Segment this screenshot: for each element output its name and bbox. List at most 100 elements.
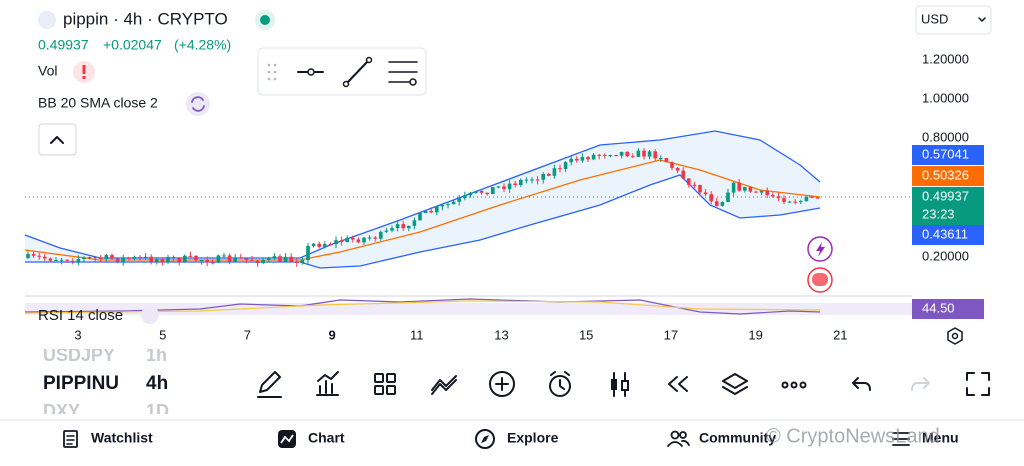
candle [59,259,64,261]
candle [636,150,641,157]
candle [26,254,30,259]
candle [65,259,69,261]
bb-settings[interactable] [186,92,210,116]
drawing-tools[interactable] [257,371,282,398]
candle [239,257,243,259]
candle [771,195,775,197]
candle [171,257,176,259]
currency: USD [921,11,948,26]
lower-band [25,174,821,269]
candle [709,194,713,202]
time-tick: 3 [74,327,81,342]
drag-handle[interactable] [267,63,277,81]
candle [614,155,618,157]
candle [782,198,786,202]
bar-style-button[interactable] [611,372,629,397]
candle [810,196,814,198]
candle [177,257,181,263]
settings-tool[interactable] [388,61,418,86]
add-button[interactable] [489,371,515,397]
lightning [816,242,825,257]
candle [222,255,226,257]
trend-line-tool[interactable] [342,56,373,88]
undo-button[interactable] [852,377,871,391]
candle [99,257,103,260]
candle [401,224,405,229]
candle [586,157,590,160]
candle [317,243,321,247]
candle [216,255,221,263]
candle [166,257,170,263]
candle [541,174,545,180]
community-icon [667,430,690,447]
replay-button[interactable] [668,376,688,392]
candle [597,154,601,156]
candle [188,255,193,257]
candle [653,151,657,159]
candle [776,196,781,199]
candle [356,239,361,243]
candle [664,158,669,163]
symbol-title[interactable]: pippin · 4h · CRYPTO [63,9,228,28]
menu-icon [892,432,910,446]
candle [519,179,523,186]
collapse-button[interactable] [38,123,77,156]
price-tick: 0.20000 [922,248,969,263]
layouts-button[interactable] [374,373,396,395]
candle [535,179,540,181]
fullscreen-button[interactable] [966,372,990,396]
candle [149,256,153,262]
candle [642,150,646,157]
candle [211,262,215,264]
nav-item[interactable]: Explore [507,430,559,446]
compare-button[interactable] [431,375,457,395]
candle [339,240,344,242]
nav-item[interactable]: Watchlist [91,430,153,446]
watch-symbol[interactable]: USDJPY [43,345,115,365]
currency-select[interactable] [915,5,992,35]
time-tick: 13 [494,327,508,342]
candle [93,257,97,259]
watch-interval: 1h [146,345,167,365]
candle [278,256,282,262]
candle [54,259,58,261]
nav-item[interactable]: Menu [922,430,959,446]
alert-button[interactable] [549,371,571,397]
candle [580,157,585,161]
nav-item[interactable]: Community [699,430,776,446]
settings-button[interactable] [947,327,963,345]
horizontal-line-tool[interactable] [297,68,324,76]
candle [323,244,327,247]
basis-value: 0.50326 [922,167,969,182]
candle [367,237,372,239]
candle [647,151,652,157]
more-button[interactable] [781,381,807,389]
candle [48,258,53,261]
candle [345,237,349,242]
candle [659,158,663,160]
drawing-toolbar [257,47,427,96]
chart-icon [278,430,296,448]
candle [300,260,305,264]
candle [530,179,534,181]
candle [143,256,148,258]
candle [619,151,624,156]
rsi-settings[interactable] [141,306,159,324]
indicators-button[interactable] [316,371,339,396]
candle [731,182,736,193]
candle [283,256,288,262]
candle [110,255,114,259]
nav-item[interactable]: Chart [308,430,345,446]
watch-symbol[interactable]: PIPPINU [43,373,119,394]
candle [793,201,797,203]
candle [295,261,299,264]
refresh-icon [191,96,205,112]
candle [558,168,562,170]
candle [491,187,495,195]
candle [373,237,377,239]
candle [37,255,41,257]
objects-button[interactable] [722,373,748,395]
candle [384,230,389,232]
candle [765,190,769,196]
price-tick: 0.80000 [922,129,969,144]
